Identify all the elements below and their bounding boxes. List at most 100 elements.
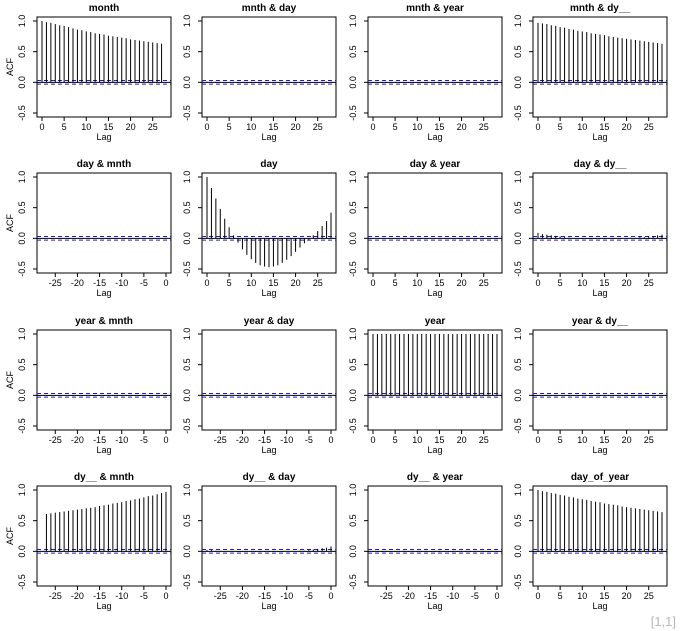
x-tick-label: 10 [577, 122, 587, 132]
panel-title: day & dy__ [574, 159, 627, 170]
x-axis-label: Lag [427, 288, 442, 298]
acf-panel: dy__ & year -0.5 0.0 0.5 1.0 -25 -20 -15 -10 -5 0 L… [348, 472, 503, 611]
y-axis-label: ACF [5, 57, 15, 76]
x-tick-label: 25 [644, 278, 654, 288]
plot-frame [367, 16, 503, 118]
y-tick-label: -0.5 [513, 105, 523, 121]
y-tick-label: 0.0 [348, 232, 358, 245]
x-tick-label: 25 [644, 122, 654, 132]
x-tick-label: 25 [479, 122, 489, 132]
y-tick-label: 0.0 [182, 545, 192, 558]
x-axis-label: Lag [427, 601, 442, 611]
y-tick-label: -0.5 [348, 574, 358, 590]
x-tick-label: -20 [236, 435, 249, 445]
acf-panel: day_of_year -0.5 0.0 0.5 1.0 0 5 10 15 20 25 Lag [513, 472, 668, 611]
y-tick-label: 1.0 [17, 328, 27, 341]
y-tick-label: 0.5 [17, 45, 27, 58]
y-tick-label: -0.5 [348, 105, 358, 121]
y-tick-label: 0.0 [513, 545, 523, 558]
panel-title: year [425, 316, 446, 327]
y-tick-label: -0.5 [513, 261, 523, 277]
x-tick-label: 25 [479, 278, 489, 288]
panel-title: day & year [410, 159, 461, 170]
y-tick-label: 0.5 [17, 201, 27, 214]
panel-title: year & day [244, 316, 295, 327]
y-tick-label: 1.0 [513, 328, 523, 341]
x-tick-label: 0 [328, 591, 333, 601]
acf-panel: year -0.5 0.0 0.5 1.0 0 5 10 15 20 25 Lag [348, 316, 503, 455]
y-tick-label: 1.0 [17, 15, 27, 28]
x-tick-label: 10 [81, 122, 91, 132]
x-tick-label: 0 [204, 122, 209, 132]
y-tick-label: 0.0 [182, 389, 192, 402]
y-tick-label: -0.5 [182, 105, 192, 121]
x-tick-label: 20 [291, 122, 301, 132]
x-axis-label: Lag [96, 601, 111, 611]
x-axis-label: Lag [261, 601, 276, 611]
x-tick-label: 10 [412, 435, 422, 445]
x-tick-label: 25 [479, 435, 489, 445]
x-tick-label: 15 [599, 435, 609, 445]
x-tick-label: 0 [535, 591, 540, 601]
acf-panel: month -0.5 0.0 0.5 1.0 ACF 0 5 10 15 20 25 Lag [5, 3, 172, 142]
y-tick-label: -0.5 [348, 418, 358, 434]
panel-title: day [260, 159, 278, 170]
x-tick-label: -10 [446, 591, 459, 601]
x-tick-label: -10 [280, 435, 293, 445]
y-tick-label: 0.0 [182, 232, 192, 245]
plot-frame [532, 16, 668, 118]
x-tick-label: 5 [558, 122, 563, 132]
x-tick-label: 0 [163, 435, 168, 445]
y-tick-label: 1.0 [17, 484, 27, 497]
y-tick-label: 0.5 [17, 358, 27, 371]
y-tick-label: -0.5 [513, 574, 523, 590]
x-axis-label: Lag [261, 288, 276, 298]
y-tick-label: 0.0 [513, 389, 523, 402]
plot-frame [36, 329, 172, 431]
acf-panel: mnth & dy__ -0.5 0.0 0.5 1.0 0 5 10 15 20 25 Lag [513, 3, 668, 142]
plot-frame [532, 172, 668, 274]
y-tick-label: -0.5 [182, 418, 192, 434]
x-tick-label: 5 [227, 278, 232, 288]
panel-title: day_of_year [571, 472, 629, 483]
plot-frame [367, 172, 503, 274]
panel-title: mnth & dy__ [570, 3, 630, 14]
plot-frame [532, 485, 668, 587]
x-axis-label: Lag [427, 132, 442, 142]
x-tick-label: 10 [412, 122, 422, 132]
y-tick-label: 1.0 [17, 171, 27, 184]
x-tick-label: 15 [268, 278, 278, 288]
y-tick-label: 1.0 [182, 328, 192, 341]
y-tick-label: 1.0 [348, 171, 358, 184]
y-tick-label: 0.5 [348, 201, 358, 214]
x-tick-label: 0 [204, 278, 209, 288]
y-tick-label: 1.0 [182, 171, 192, 184]
x-tick-label: -20 [402, 591, 415, 601]
y-tick-label: -0.5 [182, 261, 192, 277]
x-tick-label: -5 [140, 278, 148, 288]
acf-panel: year & day -0.5 0.0 0.5 1.0 -25 -20 -15 -10 -5 0 La… [182, 316, 337, 455]
x-tick-label: 5 [62, 122, 67, 132]
x-tick-label: 0 [370, 435, 375, 445]
x-tick-label: 20 [457, 278, 467, 288]
x-tick-label: 25 [644, 435, 654, 445]
y-tick-label: 0.0 [348, 389, 358, 402]
x-tick-label: 20 [457, 435, 467, 445]
y-tick-label: 1.0 [182, 15, 192, 28]
y-tick-label: 1.0 [182, 484, 192, 497]
x-axis-label: Lag [592, 445, 607, 455]
x-tick-label: 5 [393, 278, 398, 288]
panel-title: dy__ & day [243, 472, 296, 483]
x-tick-label: -15 [258, 591, 271, 601]
x-tick-label: 20 [622, 278, 632, 288]
x-tick-label: 10 [246, 122, 256, 132]
x-tick-label: 5 [558, 435, 563, 445]
y-tick-label: 0.5 [513, 514, 523, 527]
x-tick-label: 10 [577, 278, 587, 288]
y-tick-label: 1.0 [348, 484, 358, 497]
acf-panel: day -0.5 0.0 0.5 1.0 0 5 10 15 20 25 Lag [182, 159, 337, 298]
x-tick-label: 15 [434, 122, 444, 132]
x-axis-label: Lag [261, 445, 276, 455]
x-tick-label: 0 [494, 591, 499, 601]
